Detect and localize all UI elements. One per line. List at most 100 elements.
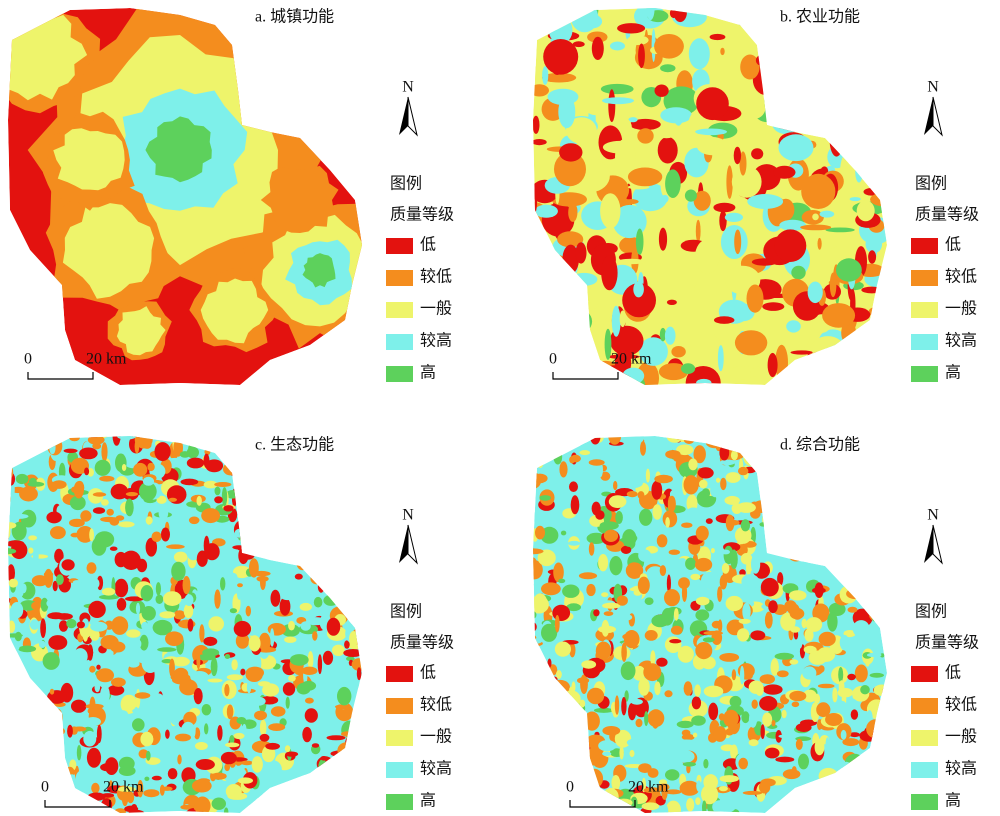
map-patch xyxy=(640,441,646,456)
map-patch xyxy=(344,679,360,690)
map-patch xyxy=(66,618,77,629)
map-patch xyxy=(666,707,675,719)
map-patch xyxy=(285,792,303,798)
map-patch xyxy=(100,763,114,772)
map-patch xyxy=(602,97,634,105)
map-patch xyxy=(824,805,838,810)
map-patch xyxy=(87,468,94,477)
map-patch xyxy=(817,38,824,67)
scale-label: 0 xyxy=(24,351,32,368)
map-patch xyxy=(116,598,127,611)
legend-swatch xyxy=(911,730,938,746)
map-patch xyxy=(654,474,673,484)
map-patch xyxy=(35,732,41,751)
map-patch xyxy=(575,242,587,264)
map-patch xyxy=(668,549,680,555)
map-patch xyxy=(750,18,779,34)
map-patch xyxy=(765,27,785,39)
map-patch xyxy=(854,476,873,485)
map-patch xyxy=(569,481,578,492)
map-patch xyxy=(724,212,743,222)
map-patch xyxy=(302,537,315,555)
map-patch xyxy=(762,511,776,529)
panel-title: b. 农业功能 xyxy=(780,8,860,26)
map-patch xyxy=(533,801,536,809)
map-patch xyxy=(28,547,34,554)
map-patch xyxy=(667,436,678,437)
map-patch xyxy=(285,751,299,757)
map-patch xyxy=(609,460,619,468)
map-patch xyxy=(343,649,362,657)
map-patch xyxy=(554,615,560,633)
map-patch xyxy=(317,654,323,675)
map-patch xyxy=(32,548,39,565)
map-patch xyxy=(551,192,587,207)
map-patch xyxy=(117,786,136,792)
map-patch xyxy=(855,763,863,778)
map-patch xyxy=(852,620,870,638)
map-patch xyxy=(760,577,779,597)
map-patch xyxy=(855,767,867,778)
map-patch xyxy=(535,689,556,702)
map-patch xyxy=(536,446,555,461)
map-patch xyxy=(804,628,814,642)
map-patch xyxy=(867,354,887,363)
map-patch xyxy=(533,638,543,644)
map-patch xyxy=(52,580,58,592)
map-patch xyxy=(587,687,605,705)
map-patch xyxy=(541,623,558,642)
map-patch xyxy=(14,732,34,752)
map-patch xyxy=(58,620,69,632)
map-patch xyxy=(878,579,886,585)
map-patch xyxy=(8,633,23,638)
map-patch xyxy=(720,459,736,466)
map-patch xyxy=(40,618,46,638)
map-patch xyxy=(816,513,836,533)
map-patch xyxy=(683,436,695,444)
map-patch xyxy=(346,800,362,813)
map-patch xyxy=(802,100,816,108)
map-patch xyxy=(770,476,782,490)
map-patch xyxy=(624,436,644,447)
map-patch xyxy=(763,684,783,695)
map-patch xyxy=(254,513,266,530)
map-patch xyxy=(165,631,184,646)
map-patch xyxy=(608,89,616,123)
map-patch xyxy=(797,54,824,87)
map-patch xyxy=(848,474,862,480)
map-patch xyxy=(696,87,729,121)
map-patch xyxy=(208,616,224,632)
map-patch xyxy=(70,532,80,538)
map-patch xyxy=(719,210,727,232)
map-patch xyxy=(289,489,303,503)
map-patch xyxy=(856,763,875,773)
map-patch xyxy=(738,757,748,770)
map-patch xyxy=(695,596,710,606)
map-patch xyxy=(834,470,840,481)
map-patch xyxy=(253,493,258,505)
map-patch xyxy=(614,695,620,715)
map-patch xyxy=(66,596,83,612)
map-patch xyxy=(8,753,21,758)
map-patch xyxy=(49,688,55,695)
map-patch xyxy=(598,554,609,572)
map-patch xyxy=(646,8,655,21)
map-patch xyxy=(881,757,887,764)
map-patch xyxy=(720,47,725,56)
map-patch xyxy=(16,707,21,713)
map-patch xyxy=(42,652,60,670)
map-patch xyxy=(813,693,821,704)
map-patch xyxy=(158,505,169,521)
map-patch xyxy=(284,636,297,643)
map-patch xyxy=(544,718,549,730)
map-patch xyxy=(832,687,838,703)
map-patch xyxy=(273,515,280,532)
map-patch xyxy=(878,475,887,483)
map-patch xyxy=(82,630,88,642)
map-patch xyxy=(874,608,885,614)
map-patch xyxy=(329,533,343,554)
map-patch xyxy=(30,721,38,728)
map-patch xyxy=(774,652,794,660)
map-patch xyxy=(271,798,282,813)
map-patch xyxy=(262,581,283,592)
